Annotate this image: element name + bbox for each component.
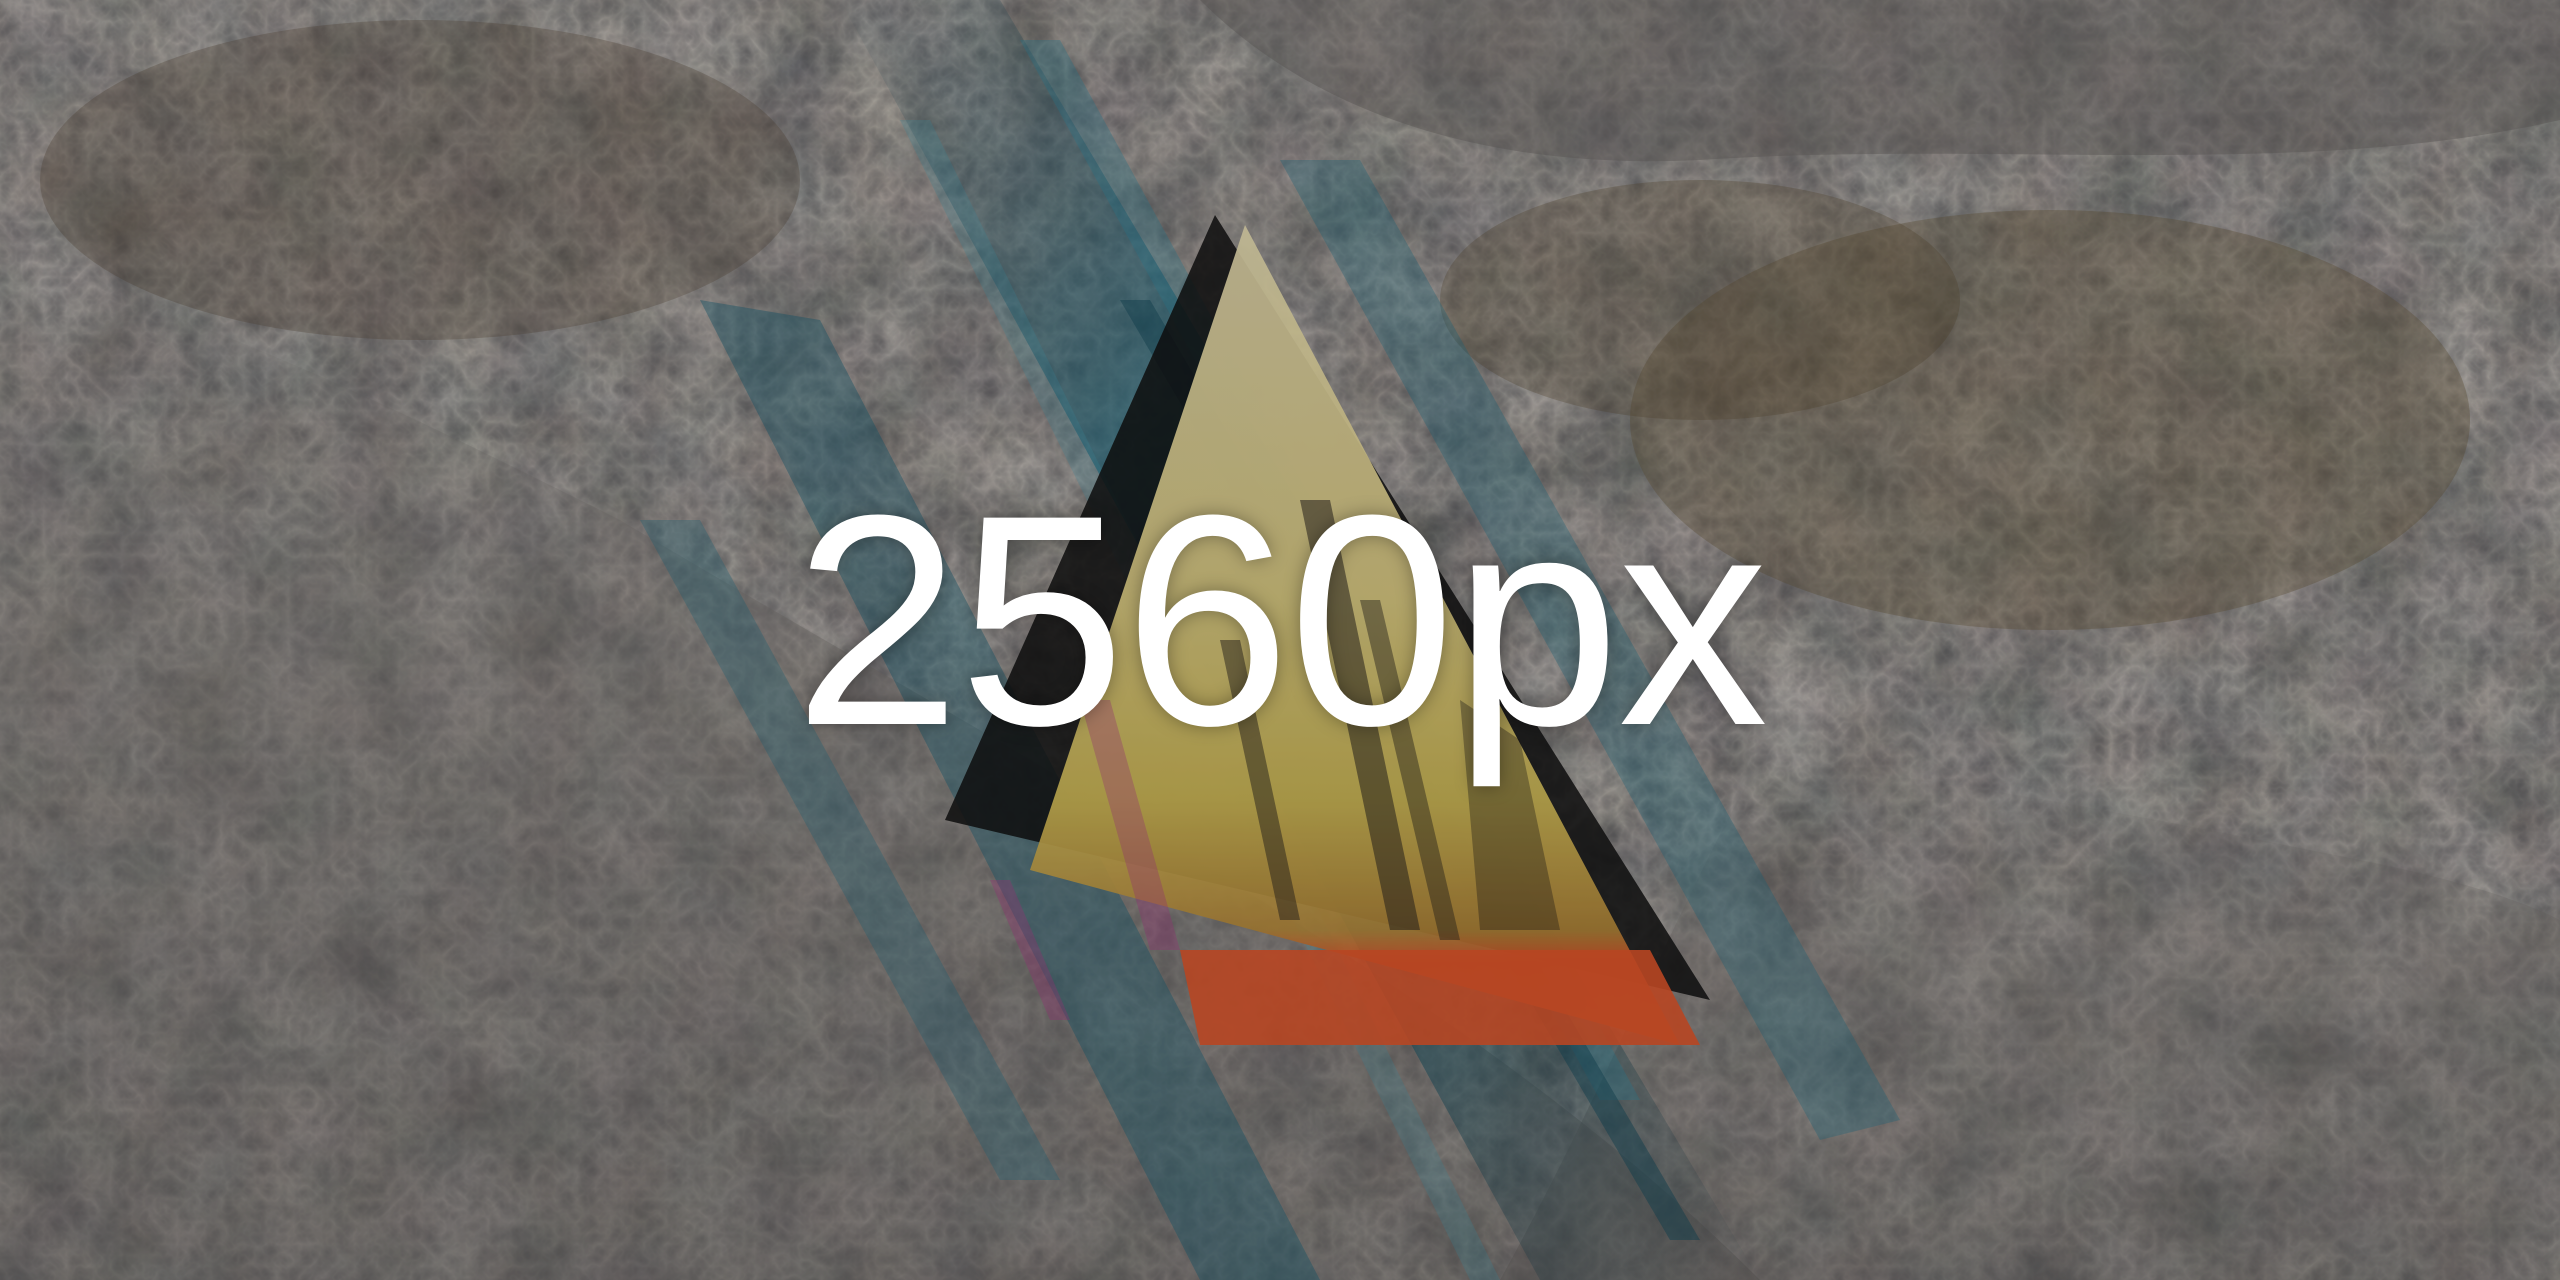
triangle-prism-logo (945, 215, 1710, 1045)
resolution-label: 2560px (793, 452, 1768, 788)
